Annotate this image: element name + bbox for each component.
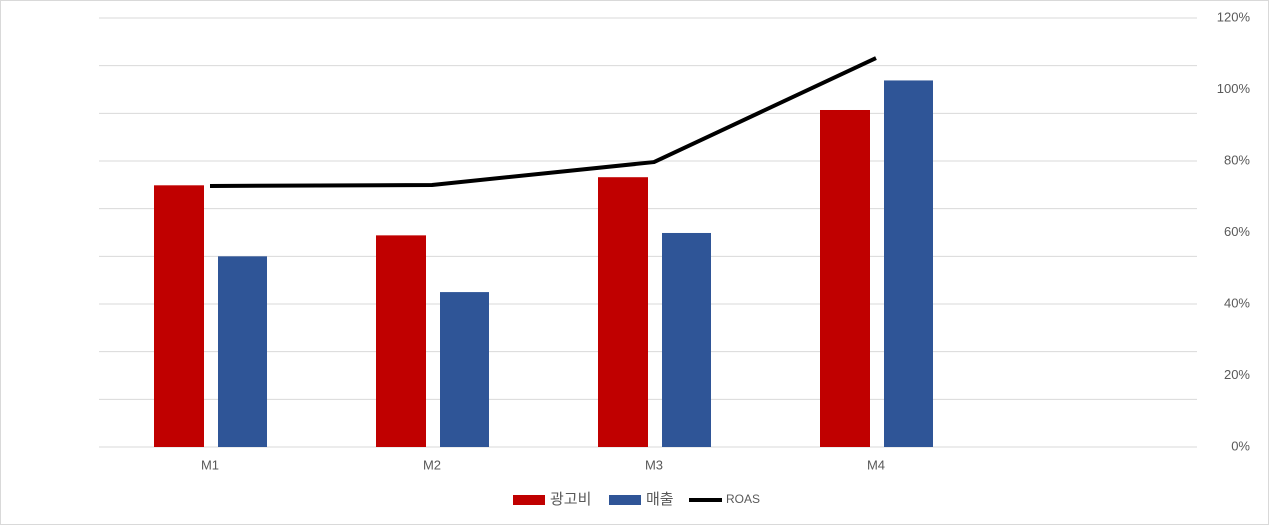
bar <box>598 177 648 447</box>
bar <box>820 109 870 447</box>
legend-swatch <box>609 495 641 505</box>
y2-tick-label: 0% <box>1231 438 1250 453</box>
bar <box>662 232 711 447</box>
x-tick-label: M1 <box>201 457 219 472</box>
bar <box>440 292 489 447</box>
legend-label: 광고비 <box>550 491 591 508</box>
bar <box>154 185 204 447</box>
y2-tick-label: 60% <box>1224 224 1250 239</box>
y2-tick-label: 100% <box>1217 81 1251 96</box>
y2-tick-label: 40% <box>1224 295 1250 310</box>
y2-tick-label: 80% <box>1224 152 1250 167</box>
legend-label: 매출 <box>646 491 674 508</box>
y2-tick-label: 20% <box>1224 367 1250 382</box>
bar <box>376 235 426 447</box>
bar <box>218 256 267 447</box>
x-tick-label: M2 <box>423 457 441 472</box>
x-tick-label: M4 <box>867 457 885 472</box>
bar <box>884 80 933 448</box>
legend-label: ROAS <box>726 492 760 506</box>
x-tick-label: M3 <box>645 457 663 472</box>
y2-tick-label: 120% <box>1217 9 1251 24</box>
line-series <box>209 56 877 189</box>
legend-swatch <box>513 495 545 505</box>
